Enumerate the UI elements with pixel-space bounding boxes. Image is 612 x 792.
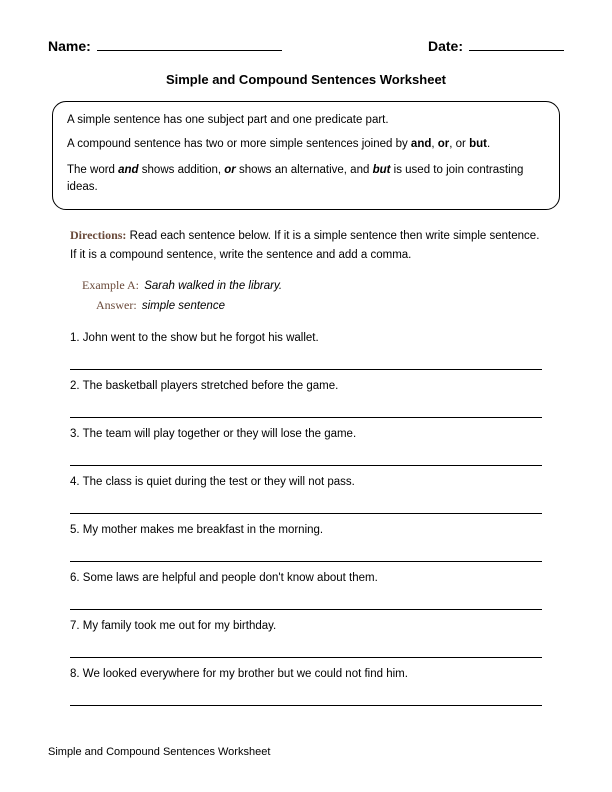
- question-item: 8. We looked everywhere for my brother b…: [70, 666, 542, 706]
- info-line2: A compound sentence has two or more simp…: [67, 136, 545, 154]
- question-item: 1. John went to the show but he forgot h…: [70, 330, 542, 370]
- example-a-row: Example A: Sarah walked in the library.: [82, 276, 542, 296]
- footer-text: Simple and Compound Sentences Worksheet: [48, 746, 270, 758]
- info-box: A simple sentence has one subject part a…: [52, 101, 560, 210]
- answer-blank[interactable]: [70, 640, 542, 658]
- answer-blank[interactable]: [70, 400, 542, 418]
- questions-list: 1. John went to the show but he forgot h…: [70, 330, 542, 707]
- example-a-label: Example A:: [82, 278, 139, 292]
- question-item: 6. Some laws are helpful and people don'…: [70, 570, 542, 610]
- example-a-text: Sarah walked in the library.: [144, 280, 282, 292]
- question-text: 2. The basketball players stretched befo…: [70, 380, 338, 392]
- answer-blank[interactable]: [70, 592, 542, 610]
- date-field: Date:: [428, 38, 564, 54]
- info-line1: A simple sentence has one subject part a…: [67, 112, 545, 130]
- date-blank[interactable]: [469, 50, 564, 51]
- example-answer-text: simple sentence: [142, 300, 225, 312]
- date-label: Date:: [428, 38, 463, 54]
- header-row: Name: Date:: [48, 38, 564, 54]
- answer-blank[interactable]: [70, 544, 542, 562]
- question-item: 5. My mother makes me breakfast in the m…: [70, 522, 542, 562]
- answer-blank[interactable]: [70, 688, 542, 706]
- question-text: 4. The class is quiet during the test or…: [70, 476, 355, 488]
- example-answer-label: Answer:: [96, 298, 137, 312]
- answer-blank[interactable]: [70, 496, 542, 514]
- name-blank[interactable]: [97, 50, 282, 51]
- answer-blank[interactable]: [70, 448, 542, 466]
- question-text: 1. John went to the show but he forgot h…: [70, 332, 319, 344]
- question-item: 7. My family took me out for my birthday…: [70, 618, 542, 658]
- question-item: 3. The team will play together or they w…: [70, 426, 542, 466]
- name-field: Name:: [48, 38, 282, 54]
- question-text: 3. The team will play together or they w…: [70, 428, 356, 440]
- name-label: Name:: [48, 38, 91, 54]
- example: Example A: Sarah walked in the library. …: [82, 276, 542, 316]
- worksheet-title: Simple and Compound Sentences Worksheet: [48, 72, 564, 87]
- answer-blank[interactable]: [70, 352, 542, 370]
- question-item: 4. The class is quiet during the test or…: [70, 474, 542, 514]
- question-text: 8. We looked everywhere for my brother b…: [70, 668, 408, 680]
- directions-text: Read each sentence below. If it is a sim…: [70, 230, 539, 260]
- example-answer-row: Answer: simple sentence: [82, 296, 542, 316]
- question-text: 7. My family took me out for my birthday…: [70, 620, 276, 632]
- question-text: 6. Some laws are helpful and people don'…: [70, 572, 378, 584]
- directions-label: Directions:: [70, 228, 126, 242]
- question-text: 5. My mother makes me breakfast in the m…: [70, 524, 323, 536]
- question-item: 2. The basketball players stretched befo…: [70, 378, 542, 418]
- directions: Directions: Read each sentence below. If…: [70, 226, 542, 264]
- info-line3: The word and shows addition, or shows an…: [67, 162, 545, 198]
